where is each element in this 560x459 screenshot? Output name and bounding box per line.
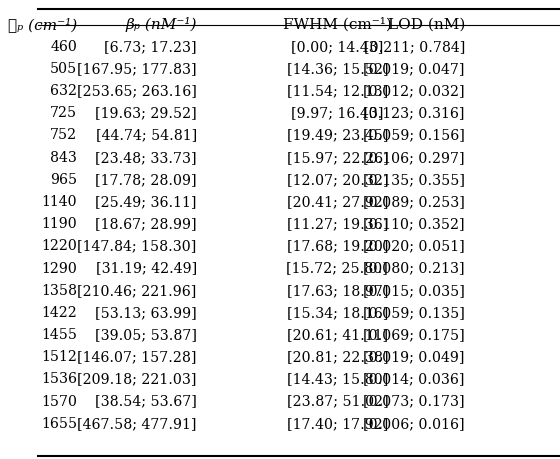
Text: 965: 965	[50, 173, 77, 186]
Text: 1358: 1358	[41, 283, 77, 297]
Text: 1290: 1290	[41, 261, 77, 275]
Text: [11.54; 12.13]: [11.54; 12.13]	[287, 84, 388, 98]
Text: [20.41; 27.92]: [20.41; 27.92]	[287, 195, 388, 208]
Text: [23.87; 51.02]: [23.87; 51.02]	[287, 394, 388, 408]
Text: [17.63; 18.97]: [17.63; 18.97]	[287, 283, 388, 297]
Text: [15.34; 18.16]: [15.34; 18.16]	[287, 305, 388, 319]
Text: 1190: 1190	[41, 217, 77, 231]
Text: 632: 632	[50, 84, 77, 98]
Text: 752: 752	[50, 128, 77, 142]
Text: [12.07; 20.32]: [12.07; 20.32]	[287, 173, 388, 186]
Text: [0.00; 14.43]: [0.00; 14.43]	[291, 40, 384, 54]
Text: [467.58; 477.91]: [467.58; 477.91]	[77, 416, 197, 430]
Text: βₚ (nM⁻¹): βₚ (nM⁻¹)	[125, 17, 197, 32]
Text: [167.95; 177.83]: [167.95; 177.83]	[77, 62, 197, 76]
Text: 1220: 1220	[41, 239, 77, 253]
Text: [0.089; 0.253]: [0.089; 0.253]	[363, 195, 465, 208]
Text: [0.015; 0.035]: [0.015; 0.035]	[363, 283, 465, 297]
Text: [6.73; 17.23]: [6.73; 17.23]	[104, 40, 197, 54]
Text: [25.49; 36.11]: [25.49; 36.11]	[95, 195, 197, 208]
Text: [15.97; 22.26]: [15.97; 22.26]	[287, 151, 388, 164]
Text: 1512: 1512	[41, 349, 77, 364]
Text: [20.61; 41.11]: [20.61; 41.11]	[287, 327, 388, 341]
Text: [53.13; 63.99]: [53.13; 63.99]	[95, 305, 197, 319]
Text: [38.54; 53.67]: [38.54; 53.67]	[95, 394, 197, 408]
Text: [0.106; 0.297]: [0.106; 0.297]	[363, 151, 465, 164]
Text: [0.069; 0.175]: [0.069; 0.175]	[363, 327, 465, 341]
Text: [31.19; 42.49]: [31.19; 42.49]	[96, 261, 197, 275]
Text: 1570: 1570	[41, 394, 77, 408]
Text: [39.05; 53.87]: [39.05; 53.87]	[95, 327, 197, 341]
Text: [0.059; 0.156]: [0.059; 0.156]	[363, 128, 465, 142]
Text: [0.019; 0.049]: [0.019; 0.049]	[363, 349, 465, 364]
Text: [209.18; 221.03]: [209.18; 221.03]	[77, 372, 197, 386]
Text: [20.81; 22.38]: [20.81; 22.38]	[287, 349, 388, 364]
Text: [17.40; 17.92]: [17.40; 17.92]	[287, 416, 388, 430]
Text: 1140: 1140	[41, 195, 77, 208]
Text: [253.65; 263.16]: [253.65; 263.16]	[77, 84, 197, 98]
Text: [19.63; 29.52]: [19.63; 29.52]	[95, 106, 197, 120]
Text: [0.135; 0.355]: [0.135; 0.355]	[363, 173, 465, 186]
Text: [0.020; 0.051]: [0.020; 0.051]	[363, 239, 465, 253]
Text: 460: 460	[50, 40, 77, 54]
Text: 1536: 1536	[41, 372, 77, 386]
Text: 1422: 1422	[41, 305, 77, 319]
Text: [147.84; 158.30]: [147.84; 158.30]	[77, 239, 197, 253]
Text: 725: 725	[50, 106, 77, 120]
Text: 1455: 1455	[41, 327, 77, 341]
Text: [210.46; 221.96]: [210.46; 221.96]	[77, 283, 197, 297]
Text: [14.36; 15.52]: [14.36; 15.52]	[287, 62, 388, 76]
Text: [0.012; 0.032]: [0.012; 0.032]	[363, 84, 465, 98]
Text: [14.43; 15.80]: [14.43; 15.80]	[287, 372, 388, 386]
Text: [0.073; 0.173]: [0.073; 0.173]	[363, 394, 465, 408]
Text: 843: 843	[50, 151, 77, 164]
Text: ℓₚ (cm⁻¹): ℓₚ (cm⁻¹)	[8, 17, 77, 32]
Text: [15.72; 25.80]: [15.72; 25.80]	[287, 261, 388, 275]
Text: [9.97; 16.43]: [9.97; 16.43]	[291, 106, 384, 120]
Text: [0.211; 0.784]: [0.211; 0.784]	[363, 40, 465, 54]
Text: [19.49; 23.45]: [19.49; 23.45]	[287, 128, 388, 142]
Text: [0.059; 0.135]: [0.059; 0.135]	[363, 305, 465, 319]
Text: [0.123; 0.316]: [0.123; 0.316]	[363, 106, 465, 120]
Text: [17.78; 28.09]: [17.78; 28.09]	[95, 173, 197, 186]
Text: LOD (nM): LOD (nM)	[388, 17, 465, 31]
Text: [0.080; 0.213]: [0.080; 0.213]	[363, 261, 465, 275]
Text: 1655: 1655	[41, 416, 77, 430]
Text: [23.48; 33.73]: [23.48; 33.73]	[95, 151, 197, 164]
Text: 505: 505	[50, 62, 77, 76]
Text: [44.74; 54.81]: [44.74; 54.81]	[96, 128, 197, 142]
Text: [18.67; 28.99]: [18.67; 28.99]	[95, 217, 197, 231]
Text: [17.68; 19.20]: [17.68; 19.20]	[287, 239, 388, 253]
Text: [0.006; 0.016]: [0.006; 0.016]	[363, 416, 465, 430]
Text: [0.019; 0.047]: [0.019; 0.047]	[363, 62, 465, 76]
Text: FWHM (cm⁻¹): FWHM (cm⁻¹)	[283, 17, 392, 32]
Text: [11.27; 19.36]: [11.27; 19.36]	[287, 217, 388, 231]
Text: [0.014; 0.036]: [0.014; 0.036]	[363, 372, 465, 386]
Text: [146.07; 157.28]: [146.07; 157.28]	[77, 349, 197, 364]
Text: [0.110; 0.352]: [0.110; 0.352]	[363, 217, 465, 231]
